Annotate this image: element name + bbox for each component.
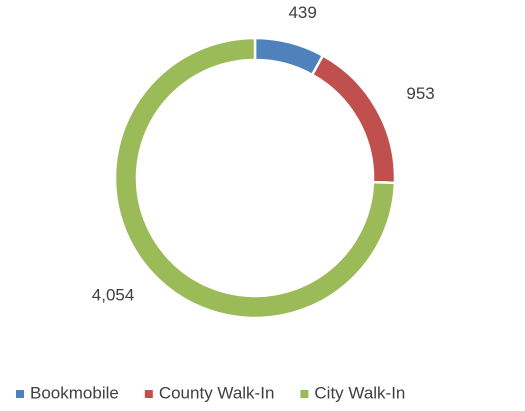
donut-segment <box>253 36 325 77</box>
legend-swatch <box>300 390 309 398</box>
legend-swatch <box>144 390 153 398</box>
legend-label: Bookmobile <box>30 383 119 402</box>
data-label: 439 <box>288 3 316 22</box>
donut-segment <box>310 53 397 185</box>
data-label: 4,054 <box>92 286 135 305</box>
data-label: 953 <box>406 84 434 103</box>
legend-label: City Walk-In <box>314 383 405 402</box>
legend-swatch <box>16 390 24 398</box>
donut-segment <box>113 36 397 320</box>
legend-label: County Walk-In <box>159 383 275 402</box>
